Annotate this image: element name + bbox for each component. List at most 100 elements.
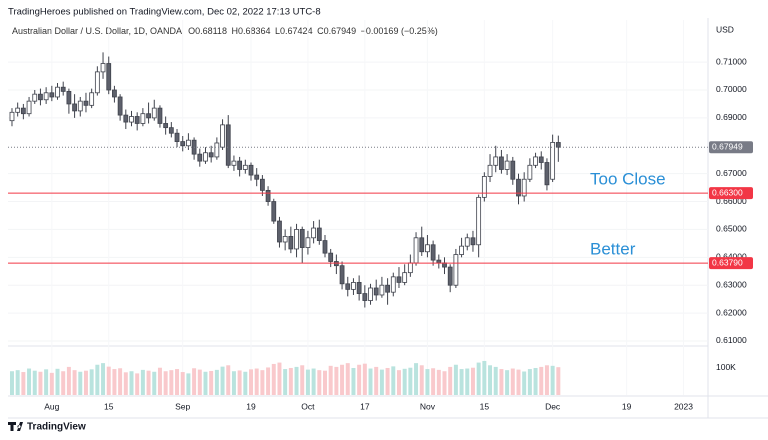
ohlc-close: C0.67949 bbox=[317, 26, 356, 36]
volume-bar bbox=[499, 369, 504, 395]
candle-body bbox=[157, 107, 163, 124]
volume-bar bbox=[522, 371, 527, 395]
candle-body bbox=[407, 262, 413, 274]
volume-bar bbox=[135, 373, 140, 395]
y-tick-label: 0.67000 bbox=[716, 168, 747, 178]
volume-bar bbox=[351, 367, 356, 395]
candle-body bbox=[174, 132, 180, 142]
volume-bar bbox=[544, 365, 549, 395]
candle-body bbox=[390, 276, 396, 293]
candle-body bbox=[180, 141, 186, 147]
volume-bar bbox=[214, 369, 219, 395]
candle-body bbox=[419, 237, 425, 253]
candle-body bbox=[237, 160, 243, 170]
x-tick-label: 15 bbox=[480, 401, 490, 411]
volume-bar bbox=[226, 365, 231, 395]
volume-bar bbox=[112, 369, 117, 395]
volume-bar bbox=[345, 363, 350, 395]
candle-body bbox=[402, 272, 408, 283]
candle-body bbox=[453, 254, 459, 286]
volume-bar bbox=[431, 368, 436, 395]
x-tick-label: 15 bbox=[104, 401, 114, 411]
level-tag bbox=[709, 257, 753, 270]
candle-body bbox=[123, 114, 129, 123]
y-tick-label: 0.71000 bbox=[716, 56, 747, 66]
candle-body bbox=[83, 100, 89, 106]
volume-bar bbox=[527, 369, 532, 395]
volume-bar bbox=[118, 368, 123, 395]
x-tick-label: Aug bbox=[44, 401, 59, 411]
volume-bar bbox=[482, 360, 487, 395]
y-tick-label: 0.61000 bbox=[716, 335, 747, 345]
volume-bar bbox=[391, 366, 396, 395]
candle-body bbox=[288, 236, 294, 250]
candle-body bbox=[186, 139, 191, 147]
volume-bar bbox=[169, 370, 174, 395]
x-tick-label: Sep bbox=[175, 401, 190, 411]
candle-body bbox=[362, 293, 368, 301]
volume-bar bbox=[328, 365, 333, 395]
candle-body bbox=[356, 282, 362, 294]
volume-bar bbox=[163, 371, 168, 395]
level-tag-label: 0.63790 bbox=[712, 257, 743, 267]
volume-bar bbox=[72, 370, 77, 395]
volume-bar bbox=[317, 370, 322, 395]
candle-body bbox=[544, 162, 550, 186]
candle-body bbox=[214, 142, 220, 158]
volume-bar bbox=[448, 366, 453, 395]
candle-body bbox=[55, 86, 60, 98]
volume-bar bbox=[505, 370, 510, 395]
y-tick-label: 0.62000 bbox=[716, 307, 747, 317]
candle-body bbox=[436, 259, 442, 264]
candle-body bbox=[89, 92, 95, 106]
volume-bar bbox=[368, 368, 373, 395]
candle-body bbox=[470, 237, 476, 246]
legend: Australian Dollar / U.S. Dollar, 1D, OAN… bbox=[12, 26, 438, 36]
candle-body bbox=[533, 156, 538, 166]
volume-bar bbox=[78, 371, 83, 395]
candle-body bbox=[106, 63, 112, 91]
candle-body bbox=[459, 245, 464, 255]
candle-body bbox=[242, 164, 248, 170]
volume-bar bbox=[55, 368, 60, 395]
volume-bar bbox=[237, 370, 242, 395]
candle-body bbox=[345, 283, 351, 290]
candle-body bbox=[396, 276, 402, 283]
volume-bar bbox=[533, 367, 538, 395]
volume-bar bbox=[311, 368, 316, 395]
candle-body bbox=[231, 160, 237, 166]
volume-bar bbox=[266, 367, 271, 395]
volume-bar bbox=[323, 370, 327, 395]
volume-bar bbox=[249, 369, 253, 395]
candle-body bbox=[504, 160, 510, 170]
candle-body bbox=[151, 107, 157, 119]
ohlc-open: O0.68118 bbox=[188, 26, 227, 36]
candle-body bbox=[430, 244, 436, 261]
candle-body bbox=[254, 174, 260, 180]
volume-bar bbox=[414, 363, 419, 395]
volume-bar bbox=[83, 370, 88, 395]
candle-body bbox=[203, 152, 208, 162]
volume-bar bbox=[396, 370, 401, 395]
candle-body bbox=[208, 152, 214, 158]
candle-body bbox=[94, 71, 100, 94]
volume-bar bbox=[21, 372, 26, 395]
candle-body bbox=[527, 164, 533, 180]
volume-bar bbox=[305, 369, 310, 395]
candle-body bbox=[373, 287, 379, 296]
x-tick-label: Oct bbox=[301, 401, 315, 411]
volume-bar bbox=[66, 366, 71, 395]
volume-bar bbox=[470, 367, 475, 395]
candle-body bbox=[168, 127, 174, 134]
candle-body bbox=[197, 153, 203, 162]
candle-body bbox=[476, 196, 482, 246]
volume-bar bbox=[44, 369, 49, 395]
logo-icon bbox=[8, 422, 23, 431]
candle-body bbox=[413, 237, 419, 264]
brand: TradingView bbox=[27, 422, 86, 433]
ohlc-change: −0.00169 (−0.25%) bbox=[361, 26, 438, 36]
x-tick-label: 17 bbox=[360, 401, 370, 411]
plot: 0.71000 0.70000 0.69000 0.67000 0.66000 0.650… bbox=[8, 20, 753, 411]
